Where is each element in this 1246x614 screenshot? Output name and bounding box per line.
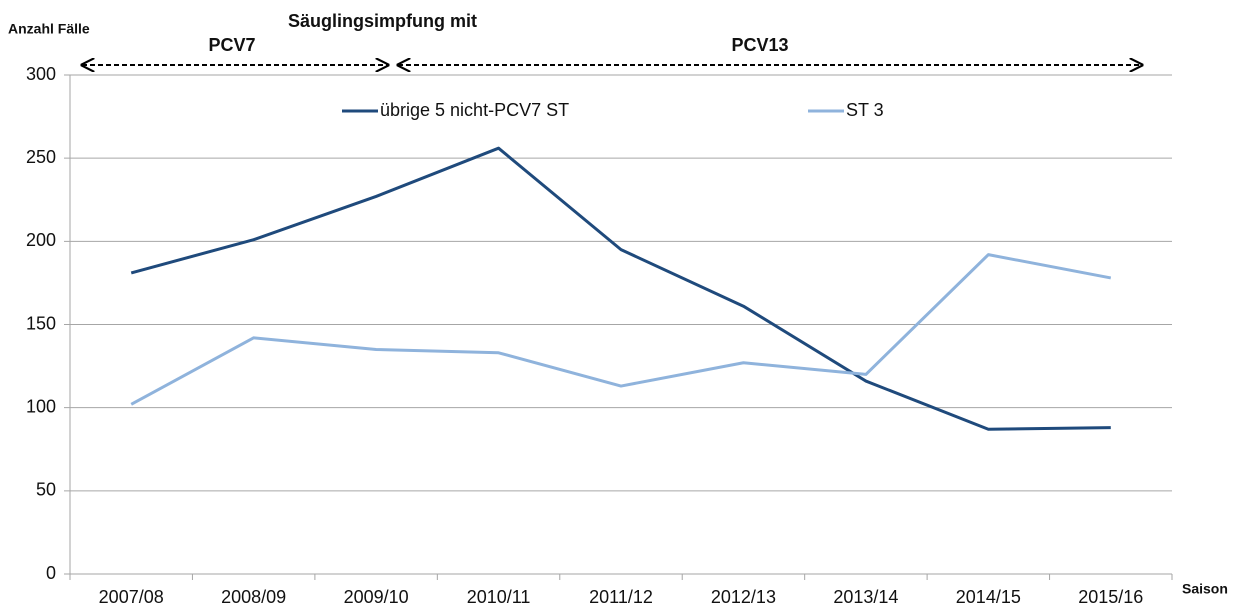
- x-tick-label: 2009/10: [344, 587, 409, 607]
- x-axis-label: Saison: [1182, 581, 1228, 597]
- y-tick-label: 100: [26, 396, 56, 416]
- y-tick-label: 200: [26, 230, 56, 250]
- legend-label: übrige 5 nicht-PCV7 ST: [380, 100, 569, 120]
- series-line: [130, 146, 1111, 431]
- annotation-header: Säuglingsimpfung mit: [288, 11, 477, 31]
- series-line: [130, 253, 1112, 406]
- legend-label: ST 3: [846, 100, 884, 120]
- y-axis-label: Anzahl Fälle: [8, 21, 90, 37]
- x-tick-label: 2008/09: [221, 587, 286, 607]
- x-tick-label: 2010/11: [467, 587, 531, 607]
- x-tick-label: 2012/13: [711, 587, 776, 607]
- y-tick-label: 0: [46, 563, 56, 583]
- y-tick-label: 250: [26, 147, 56, 167]
- x-tick-label: 2015/16: [1078, 587, 1143, 607]
- y-tick-label: 50: [36, 480, 56, 500]
- y-tick-label: 150: [26, 313, 56, 333]
- annotation-phase: PCV7: [208, 35, 255, 55]
- x-tick-label: 2011/12: [589, 587, 653, 607]
- x-tick-label: 2007/08: [99, 587, 164, 607]
- y-tick-label: 300: [26, 64, 56, 84]
- annotation-phase: PCV13: [731, 35, 788, 55]
- x-tick-label: 2013/14: [833, 587, 898, 607]
- x-tick-label: 2014/15: [956, 587, 1021, 607]
